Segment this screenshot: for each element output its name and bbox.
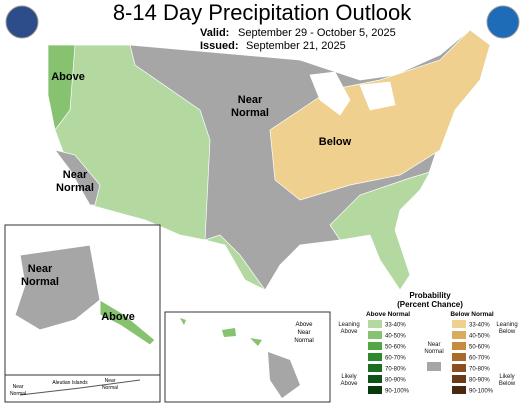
noaa-logo bbox=[486, 5, 520, 39]
map-label: Above bbox=[51, 71, 85, 83]
map-label: Aleutian Islands bbox=[52, 380, 88, 386]
legend-range: 33-40% bbox=[385, 323, 406, 329]
legend-range: 80-90% bbox=[469, 378, 490, 384]
map-label: Normal bbox=[21, 276, 59, 288]
map-label: Near bbox=[105, 378, 116, 384]
label-line: Near bbox=[427, 342, 440, 348]
issued-label: Issued: bbox=[200, 40, 239, 52]
legend-title: Probability bbox=[409, 291, 451, 300]
near-normal-swatch bbox=[427, 362, 441, 371]
label-line: Likely bbox=[341, 374, 356, 380]
legend-heading: Below Normal bbox=[450, 311, 494, 318]
map-label: Near bbox=[297, 330, 310, 336]
legend-swatch bbox=[368, 353, 382, 361]
legend-swatch bbox=[452, 386, 466, 394]
legend-range: 90-100% bbox=[385, 389, 410, 395]
legend-range: 40-50% bbox=[385, 334, 406, 340]
doc-logo bbox=[5, 5, 39, 39]
legend-swatch bbox=[452, 320, 466, 328]
map-label: Near bbox=[238, 94, 263, 106]
label-line: Normal bbox=[424, 349, 443, 355]
legend-range: 40-50% bbox=[469, 334, 490, 340]
valid-dates: September 29 - October 5, 2025 bbox=[238, 27, 396, 39]
legend-heading: Above Normal bbox=[366, 311, 410, 318]
legend-swatch bbox=[452, 331, 466, 339]
map-label: Near bbox=[28, 263, 53, 275]
map-label: Above bbox=[101, 311, 135, 323]
title: 8-14 Day Precipitation Outlook bbox=[113, 0, 412, 25]
label-line: Below bbox=[499, 329, 516, 335]
legend-range: 50-60% bbox=[469, 345, 490, 351]
legend-swatch bbox=[368, 375, 382, 383]
legend-swatch bbox=[368, 342, 382, 350]
map-label: Normal bbox=[231, 107, 269, 119]
label-line: Likely bbox=[499, 374, 514, 380]
issued-date: September 21, 2025 bbox=[246, 40, 346, 52]
map-label: Below bbox=[319, 136, 352, 148]
legend-range: 70-80% bbox=[469, 367, 490, 373]
legend-swatch bbox=[452, 353, 466, 361]
legend-range: 50-60% bbox=[385, 345, 406, 351]
map-label: Above bbox=[295, 322, 313, 328]
legend-range: 60-70% bbox=[385, 356, 406, 362]
map-label: Near bbox=[13, 384, 24, 390]
label-line: Leaning bbox=[496, 322, 517, 328]
legend-subtitle: (Percent Chance) bbox=[397, 300, 463, 309]
legend-swatch bbox=[368, 364, 382, 372]
hawaii-inset bbox=[164, 311, 331, 403]
legend-range: 70-80% bbox=[385, 367, 406, 373]
label-line: Above bbox=[340, 329, 358, 335]
label-line: Below bbox=[499, 381, 516, 387]
legend-range: 80-90% bbox=[385, 378, 406, 384]
alaska-inset bbox=[4, 224, 161, 403]
map-label: Normal bbox=[10, 391, 26, 397]
label-line: Above bbox=[340, 381, 358, 387]
valid-label: Valid: bbox=[200, 27, 229, 39]
legend-range: 90-100% bbox=[469, 389, 494, 395]
legend-range: 33-40% bbox=[469, 323, 490, 329]
legend-swatch bbox=[368, 331, 382, 339]
label-line: Leaning bbox=[338, 322, 359, 328]
map-label: Near bbox=[63, 169, 88, 181]
legend-swatch bbox=[368, 320, 382, 328]
legend-swatch bbox=[452, 375, 466, 383]
legend-swatch bbox=[368, 386, 382, 394]
map-label: Normal bbox=[56, 182, 94, 194]
legend-range: 60-70% bbox=[469, 356, 490, 362]
map-label: Normal bbox=[102, 385, 118, 391]
map-label: Normal bbox=[294, 338, 313, 344]
legend-swatch bbox=[452, 364, 466, 372]
legend-swatch bbox=[452, 342, 466, 350]
